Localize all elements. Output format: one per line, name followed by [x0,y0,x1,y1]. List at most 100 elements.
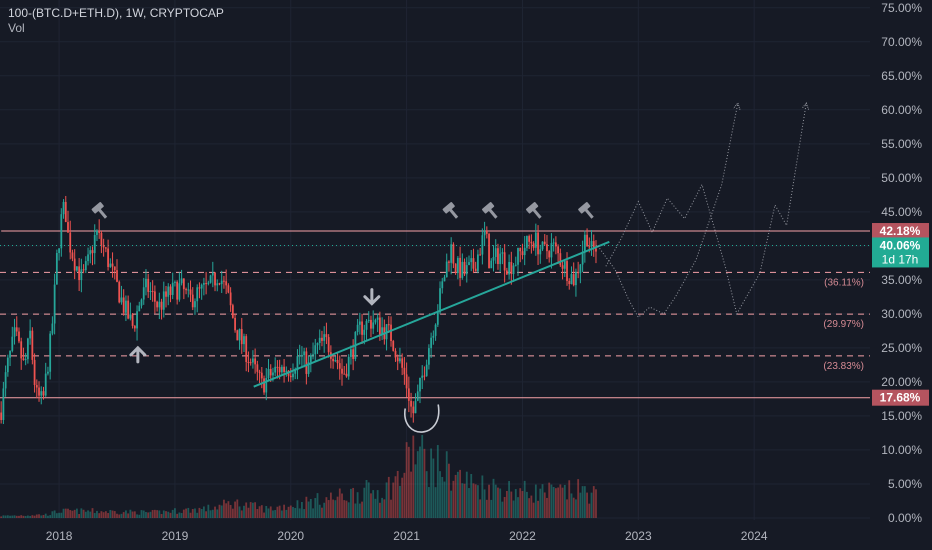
candle-body [434,324,437,336]
candle-body [323,334,326,341]
time-tick-label: 2022 [509,529,536,543]
candle-body [2,388,5,421]
candle-body [118,281,121,303]
candle-body [563,261,566,269]
chart-legend: 100-(BTC.D+ETH.D), 1W, CRYPTOCAP Vol [8,6,224,36]
candle-body [55,252,58,285]
candle-body [503,252,506,271]
candle-body [381,327,384,335]
candle-body [107,248,109,267]
volume-bar [456,471,459,518]
volume-bar [96,510,98,518]
time-tick-label: 2020 [277,529,304,543]
volume-bar [272,510,274,518]
volume-bar [227,501,230,518]
volume-bar [595,489,597,518]
volume-bar [581,486,584,518]
candle-body [58,248,60,253]
volume-bar [579,492,582,518]
candle-body [356,324,359,332]
volume-bar [165,511,167,518]
candle-body [454,263,457,274]
candle-body [147,278,150,292]
candle-body [122,297,125,313]
volume-bar [55,513,58,518]
candle-body [390,324,392,342]
volume-bar [329,492,332,518]
candle-body [198,287,201,289]
candle-body [47,371,49,374]
volume-bar [452,480,455,518]
candle-body [298,355,301,357]
candle-body [91,250,94,254]
candle-body [350,349,352,357]
volume-bar [425,471,428,518]
candle-body [505,270,508,275]
candle-body [156,301,159,308]
volume-bar [336,496,339,518]
volume-bar [479,499,482,518]
candle-body [376,317,379,320]
volume-bar [292,506,294,518]
candle-body [202,283,205,285]
price-tick-label: 45.00% [881,205,922,219]
candle-body [550,243,553,258]
volume-bar [127,513,130,518]
candle-body [363,329,366,335]
candle-body [543,241,546,245]
candle-body [138,305,141,312]
candle-body [365,320,368,330]
up-arrow-icon [129,345,147,364]
candle-body [557,246,560,254]
volume-bar [287,506,290,518]
volume-bar [33,515,36,518]
volume-bar [162,510,165,518]
candle-body [165,291,167,297]
volume-bar [225,503,228,518]
volume-bar [214,506,216,518]
volume-bar [125,510,127,518]
volume-bar [392,482,395,518]
volume-bar [87,510,89,518]
candle-body [401,358,404,368]
candle-body [343,373,346,375]
candle-body [234,317,236,331]
volume-bar [169,512,172,518]
time-axis[interactable]: 2018 2019 2020 2021 2022 2023 2024 [46,529,768,543]
candle-body [443,277,446,282]
down-arrow-icon [363,288,381,306]
candle-body [26,338,29,360]
candle-body [523,247,526,256]
volume-bar [178,512,181,518]
candle-body [9,350,11,358]
volume-bar [557,487,560,518]
candle-body [485,230,488,234]
volume-bar [84,511,87,518]
volume-bar [78,513,81,518]
trendline-layer [253,240,610,388]
candle-body [345,373,348,377]
volume-bar [434,487,437,518]
volume-bar [572,497,575,518]
volume-bar [147,512,150,518]
volume-bar [405,442,408,518]
price-axis[interactable]: 0.00% 5.00% 10.00% 15.00% 20.00% 25.00% 30.00%… [881,1,922,525]
candle-body [243,336,245,345]
candle-body [568,280,571,285]
candle-body [407,388,410,401]
candle-body [539,249,542,255]
candle-body [318,337,321,344]
volume-bar [421,434,424,518]
volume-bar [116,513,118,518]
candle-body [67,222,69,233]
volume-bar [583,486,586,518]
volume-bar [539,488,542,518]
candle-body [432,335,435,338]
volume-bar [365,479,368,518]
candle-body [131,314,134,326]
current-price-badge [872,237,929,268]
volume-bar [209,510,212,518]
candle-body [214,272,216,286]
candle-body [40,391,43,396]
